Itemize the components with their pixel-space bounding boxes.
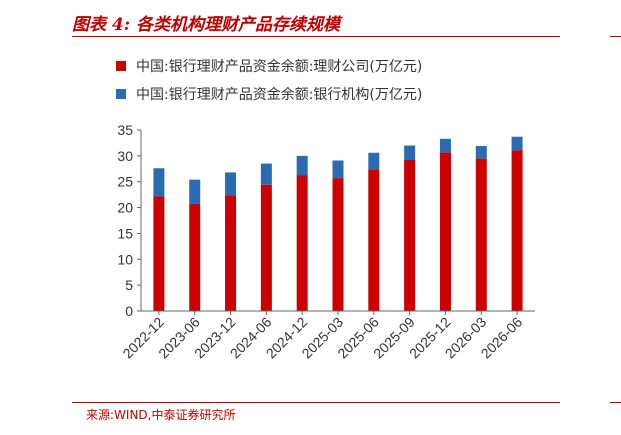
y-tick-label: 30 xyxy=(117,148,133,164)
y-tick-label: 20 xyxy=(117,200,133,216)
bar-segment-bank xyxy=(512,137,523,150)
bar-segment-bank-subsidiary xyxy=(225,195,236,311)
bar-segment-bank-subsidiary xyxy=(261,185,272,311)
legend-swatch xyxy=(116,61,126,71)
y-tick-label: 5 xyxy=(125,277,133,293)
bar-segment-bank-subsidiary xyxy=(297,176,308,311)
bar-segment-bank-subsidiary xyxy=(476,159,487,311)
bar-segment-bank-subsidiary xyxy=(512,150,523,311)
bars xyxy=(153,137,522,311)
source-note: 来源:WIND,中泰证券研究所 xyxy=(86,406,235,423)
y-tick-label: 35 xyxy=(117,122,133,138)
bar-segment-bank-subsidiary xyxy=(153,196,164,311)
y-tick-label: 0 xyxy=(125,303,133,319)
bar-segment-bank xyxy=(189,180,200,204)
bar-segment-bank-subsidiary xyxy=(404,160,415,311)
bar-segment-bank xyxy=(440,139,451,152)
y-tick-label: 25 xyxy=(117,174,133,190)
y-tick-label: 15 xyxy=(117,225,133,241)
y-tick-label: 10 xyxy=(117,251,133,267)
legend-swatch xyxy=(116,89,126,99)
bar-segment-bank-subsidiary xyxy=(333,178,344,311)
legend-label: 中国:银行理财产品资金余额:银行机构(万亿元) xyxy=(136,86,422,103)
bar-segment-bank xyxy=(153,168,164,196)
x-axis: 2022-122023-062023-122024-062024-122025-… xyxy=(119,311,535,361)
bar-segment-bank-subsidiary xyxy=(440,152,451,311)
source-divider xyxy=(72,402,560,403)
bar-segment-bank xyxy=(333,161,344,179)
bar-segment-bank xyxy=(225,172,236,195)
adjacent-panel-divider-bottom xyxy=(610,402,621,403)
legend: 中国:银行理财产品资金余额:理财公司(万亿元) 中国:银行理财产品资金余额:银行机… xyxy=(116,58,422,103)
legend-label: 中国:银行理财产品资金余额:理财公司(万亿元) xyxy=(136,58,422,75)
bar-segment-bank xyxy=(404,146,415,160)
bar-segment-bank xyxy=(297,156,308,176)
bar-segment-bank-subsidiary xyxy=(189,204,200,311)
bar-segment-bank xyxy=(368,153,379,170)
bar-segment-bank xyxy=(261,164,272,185)
bar-segment-bank-subsidiary xyxy=(368,169,379,311)
y-axis: 0 5 10 15 20 25 30 35 xyxy=(117,122,141,319)
bar-segment-bank xyxy=(476,146,487,159)
